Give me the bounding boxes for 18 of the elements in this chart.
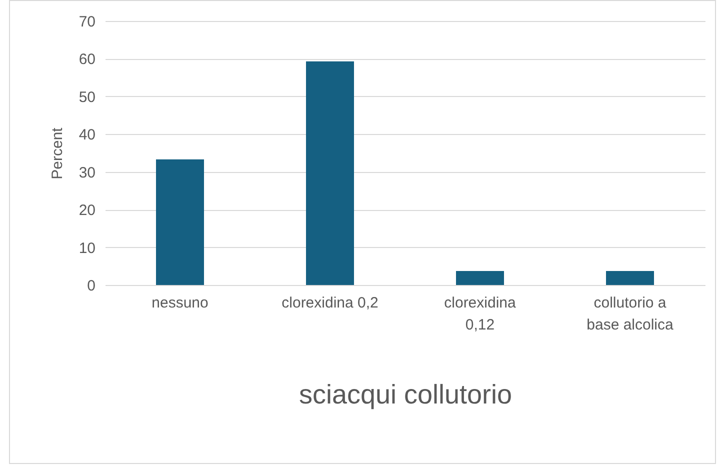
bar <box>456 271 504 285</box>
x-tick-label: collutorio a base alcolica <box>586 294 674 334</box>
x-axis-title: sciacqui collutorio <box>298 380 512 410</box>
x-tick-label: clorexidina 0,12 <box>444 294 516 334</box>
y-axis-title: Percent <box>48 126 66 180</box>
bar <box>156 159 204 285</box>
y-tick-label: 0 <box>87 278 96 294</box>
y-tick-label: 40 <box>78 126 96 144</box>
x-tick-label: clorexidina 0,2 <box>282 294 378 312</box>
bar <box>306 61 354 285</box>
y-tick-label: 70 <box>78 14 96 30</box>
y-tick-label: 50 <box>78 88 96 106</box>
y-tick-label: 10 <box>78 240 96 257</box>
x-tick-label: nessuno <box>152 294 208 312</box>
y-tick-label: 30 <box>78 164 96 182</box>
bar <box>606 271 654 285</box>
y-tick-label: 20 <box>78 202 96 220</box>
y-tick-label: 60 <box>78 51 96 68</box>
